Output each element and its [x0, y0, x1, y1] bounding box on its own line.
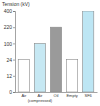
- y-axis: 0 12 24 100 220 400: [4, 8, 16, 95]
- y-tick-mark: [13, 43, 15, 44]
- bar: [34, 43, 45, 92]
- y-axis-title: Tension (kV): [2, 1, 30, 7]
- y-tick-mark: [13, 92, 15, 93]
- x-tick-label: Oil: [54, 93, 59, 98]
- bar: [18, 60, 29, 92]
- x-tick-label: Air: [21, 93, 27, 98]
- y-tick: 400: [4, 8, 15, 14]
- y-tick: 220: [4, 24, 15, 30]
- bar: [66, 60, 77, 92]
- x-labels: AirAir(compressed)Oil Empty SF6: [21, 93, 92, 103]
- plot: 0 12 24 100 220 400 AirAir(compressed)Oil Empty…: [4, 8, 98, 102]
- y-tick: 24: [6, 57, 15, 63]
- y-tick-mark: [13, 76, 15, 77]
- chart: 0 12 24 100 220 400 AirAir(compressed)Oil Empty…: [0, 0, 100, 106]
- x-tick-label: Empty: [66, 93, 77, 98]
- bar: [50, 27, 61, 92]
- y-tick-mark: [13, 27, 15, 28]
- y-tick-label: 24: [6, 57, 12, 63]
- y-tick: 100: [4, 41, 15, 47]
- y-axis-line: [13, 12, 16, 93]
- y-tick-label: 12: [6, 73, 12, 79]
- y-tick-label: 400: [4, 8, 13, 14]
- y-tick: 0: [9, 89, 15, 95]
- y-tick: 12: [6, 73, 15, 79]
- x-tick-label: Air(compressed): [28, 93, 53, 103]
- bar: [83, 11, 94, 92]
- x-tick-label: SF6: [84, 93, 92, 98]
- y-tick-label: 0: [9, 89, 12, 95]
- bars: [18, 11, 94, 92]
- y-tick-label: 100: [4, 41, 13, 47]
- y-tick-mark: [13, 60, 15, 61]
- y-tick-label: 220: [4, 24, 13, 30]
- y-tick-mark: [13, 11, 15, 12]
